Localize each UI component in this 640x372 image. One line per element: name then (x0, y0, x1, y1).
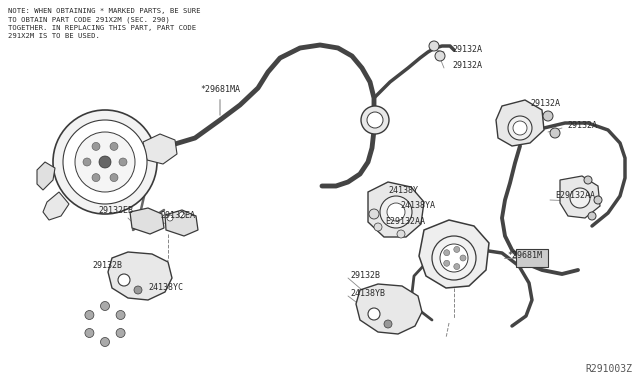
Text: E29132AA: E29132AA (385, 217, 425, 226)
Circle shape (85, 328, 94, 337)
Circle shape (83, 158, 91, 166)
Polygon shape (356, 284, 422, 334)
Circle shape (92, 174, 100, 182)
Circle shape (429, 41, 439, 51)
Text: 29132A: 29132A (530, 99, 560, 108)
Circle shape (99, 156, 111, 168)
Circle shape (397, 230, 405, 238)
Text: 29132EA: 29132EA (160, 211, 195, 220)
Circle shape (368, 308, 380, 320)
Circle shape (53, 110, 157, 214)
Circle shape (92, 142, 100, 150)
Text: E29132AA: E29132AA (555, 191, 595, 200)
Circle shape (387, 203, 405, 221)
Circle shape (435, 51, 445, 61)
Circle shape (432, 236, 476, 280)
Polygon shape (37, 162, 55, 190)
Circle shape (118, 274, 130, 286)
Circle shape (110, 142, 118, 150)
Bar (516, 249, 548, 267)
Text: *29681MA: *29681MA (200, 85, 240, 115)
Text: 29132A: 29132A (452, 45, 482, 54)
Circle shape (594, 196, 602, 204)
Text: 29132EB: 29132EB (98, 206, 133, 215)
Polygon shape (560, 176, 600, 218)
Circle shape (119, 158, 127, 166)
Circle shape (444, 260, 450, 266)
Text: NOTE: WHEN OBTAINING * MARKED PARTS, BE SURE
TO OBTAIN PART CODE 291X2M (SEC. 29: NOTE: WHEN OBTAINING * MARKED PARTS, BE … (8, 8, 200, 39)
Circle shape (85, 311, 94, 320)
Circle shape (75, 132, 135, 192)
Polygon shape (143, 134, 177, 164)
Circle shape (584, 176, 592, 184)
Text: 24138Y: 24138Y (388, 186, 418, 195)
Circle shape (167, 215, 173, 221)
Text: *29681M: *29681M (507, 251, 542, 260)
Circle shape (100, 337, 109, 346)
Text: 29132A: 29132A (567, 121, 597, 130)
Circle shape (374, 223, 382, 231)
Circle shape (100, 301, 109, 311)
Polygon shape (496, 100, 544, 146)
Circle shape (454, 263, 460, 270)
Text: 24138YC: 24138YC (148, 283, 183, 292)
Circle shape (513, 121, 527, 135)
Circle shape (460, 255, 466, 261)
Circle shape (543, 111, 553, 121)
Circle shape (116, 311, 125, 320)
Text: 24138YB: 24138YB (350, 289, 385, 298)
Circle shape (550, 128, 560, 138)
Polygon shape (165, 210, 198, 236)
Circle shape (134, 286, 142, 294)
Text: 29132A: 29132A (452, 61, 482, 70)
Polygon shape (43, 192, 69, 220)
Circle shape (110, 174, 118, 182)
Circle shape (440, 244, 468, 272)
Circle shape (116, 328, 125, 337)
Circle shape (380, 196, 412, 228)
Circle shape (367, 112, 383, 128)
Circle shape (444, 250, 450, 256)
Circle shape (179, 212, 185, 218)
Circle shape (369, 209, 379, 219)
Text: R291003Z: R291003Z (585, 364, 632, 372)
Polygon shape (368, 182, 424, 237)
Circle shape (508, 116, 532, 140)
Text: 24138YA: 24138YA (400, 201, 435, 210)
Circle shape (361, 106, 389, 134)
Polygon shape (108, 252, 172, 300)
Polygon shape (130, 208, 164, 234)
Circle shape (570, 188, 590, 208)
Text: 29132B: 29132B (350, 271, 380, 280)
Polygon shape (419, 220, 489, 288)
Circle shape (63, 120, 147, 204)
Circle shape (384, 320, 392, 328)
Circle shape (588, 212, 596, 220)
Circle shape (454, 246, 460, 253)
Text: 29132B: 29132B (92, 261, 122, 270)
